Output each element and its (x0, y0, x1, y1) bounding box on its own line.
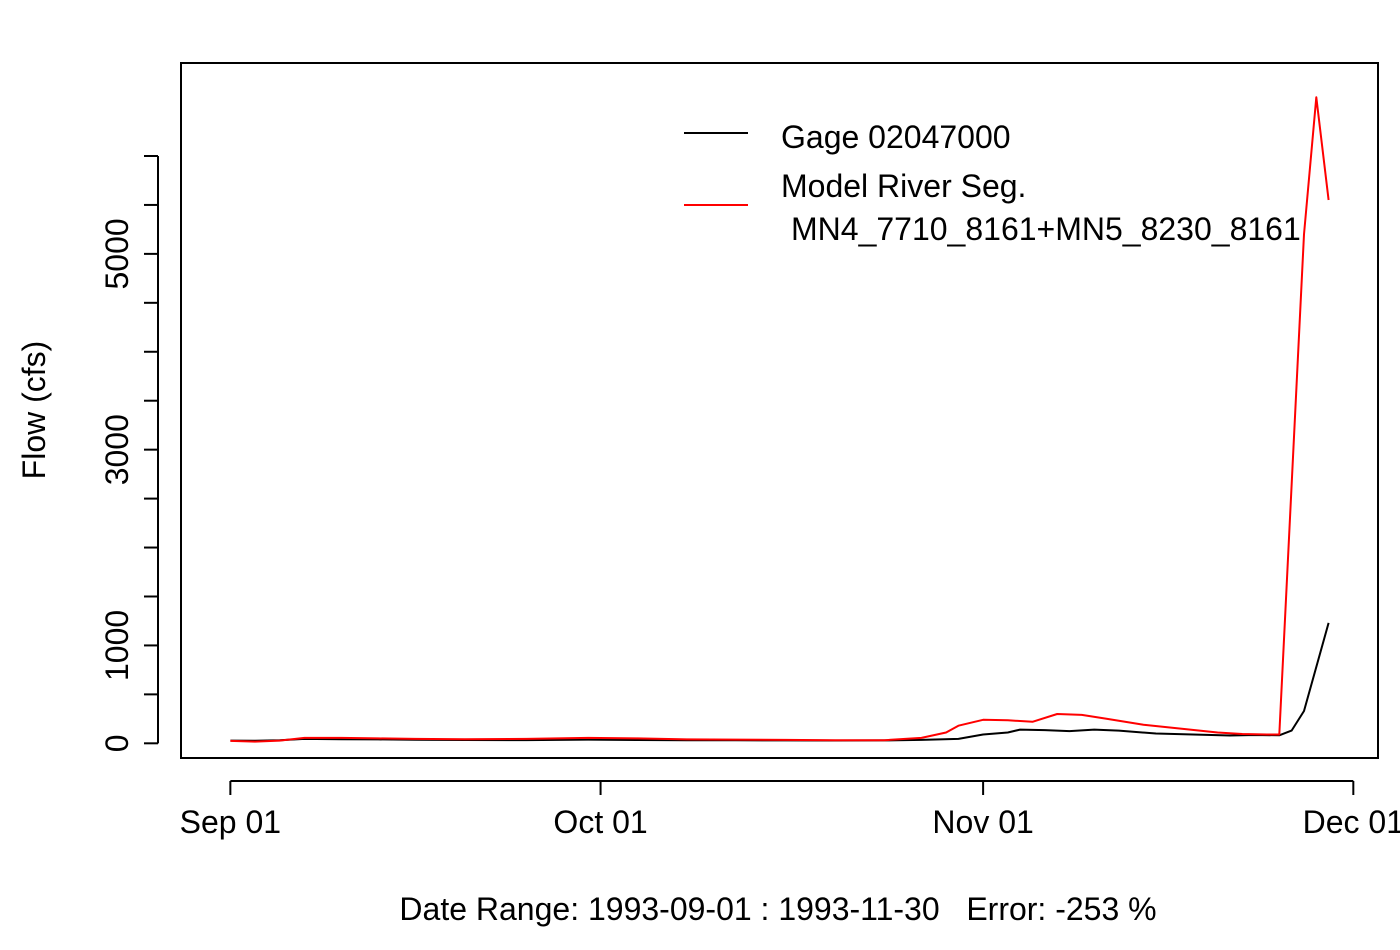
legend-label-model-line2: MN4_7710_8161+MN5_8230_8161 (791, 211, 1301, 247)
y-tick-label: 3000 (99, 414, 135, 485)
series-line-1 (230, 96, 1330, 743)
x-axis-label: Date Range: 1993-09-01 : 1993-11-30 Erro… (399, 891, 1156, 927)
legend-label-gage: Gage 02047000 (781, 119, 1011, 155)
series-layer (230, 96, 1330, 743)
y-tick-label: 5000 (99, 218, 135, 289)
y-tick-label: 0 (99, 734, 135, 752)
y-tick-label: 1000 (99, 610, 135, 681)
x-tick-label: Oct 01 (553, 804, 647, 840)
legend: Gage 02047000 Model River Seg. MN4_7710_… (684, 119, 1301, 247)
x-tick-label: Dec 01 (1303, 804, 1400, 840)
x-tick-label: Nov 01 (932, 804, 1033, 840)
x-tick-label: Sep 01 (180, 804, 281, 840)
plot-frame (180, 62, 1379, 759)
legend-label-model-line1: Model River Seg. (781, 168, 1026, 204)
series-line-0 (230, 622, 1330, 742)
y-axis: 0 1000 3000 5000 (99, 154, 159, 752)
x-axis: Sep 01 Oct 01 Nov 01 Dec 01 (180, 780, 1400, 840)
y-axis-label: Flow (cfs) (16, 341, 52, 480)
